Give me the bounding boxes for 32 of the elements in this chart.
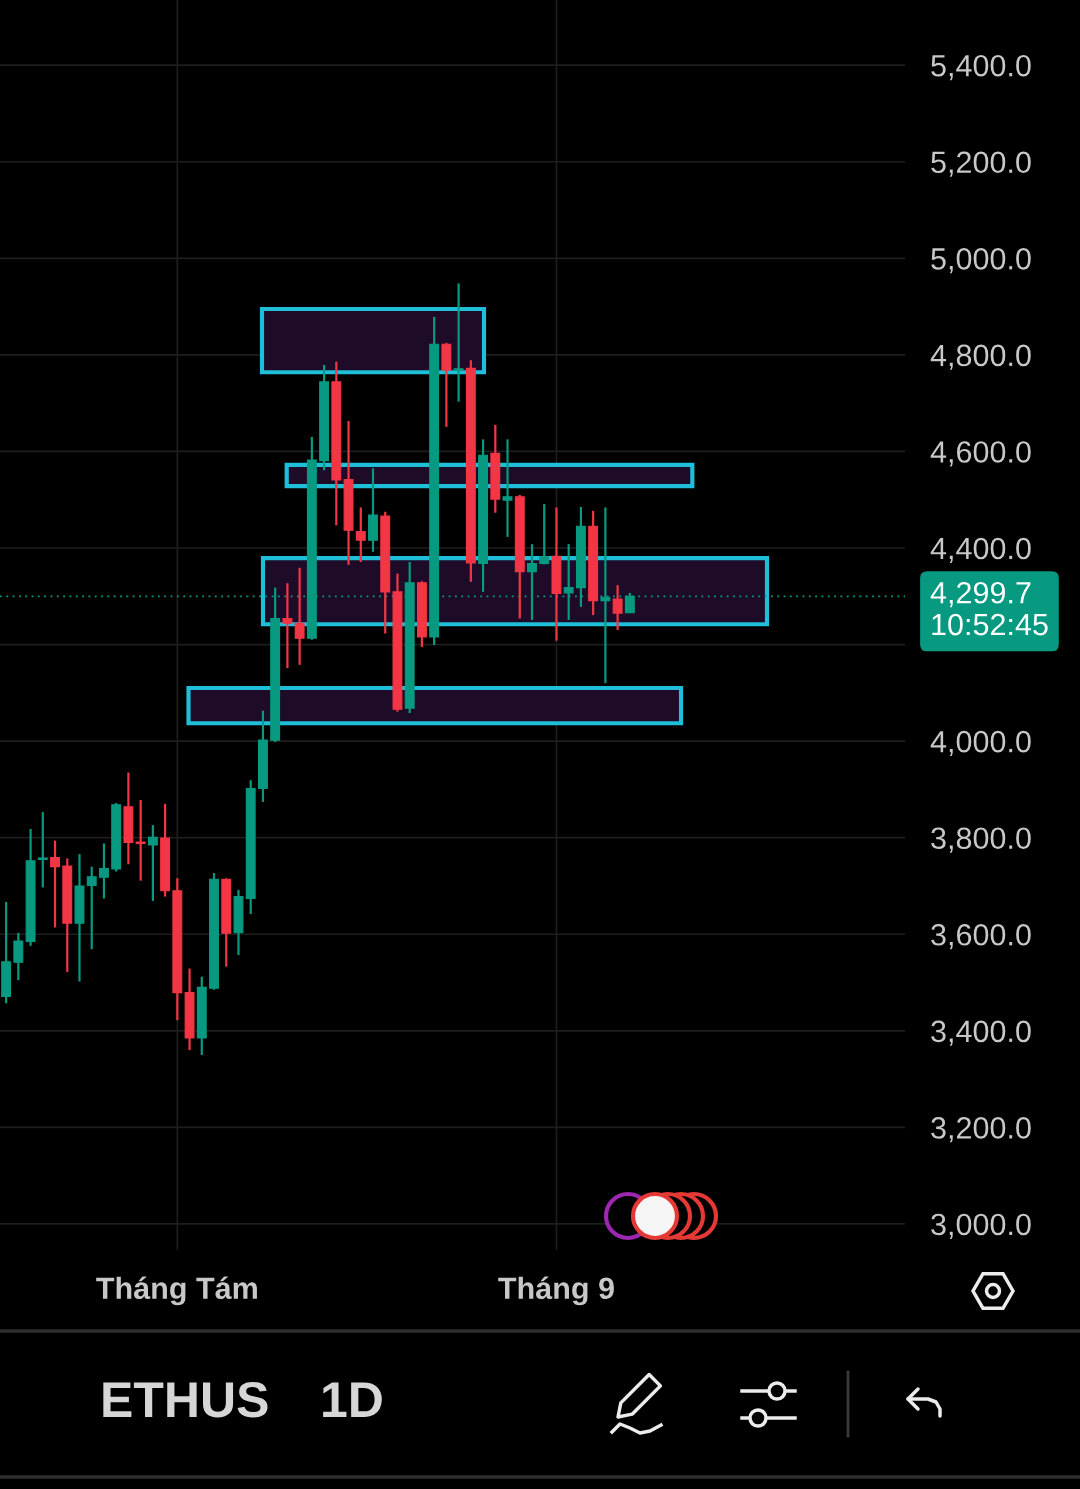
text: ETHUS	[103, 1382, 268, 1418]
candlestick	[355, 506, 366, 564]
y-tick-label: 3,400.0	[931, 1020, 1031, 1046]
y-tick-label: 4,600.0	[930, 441, 1031, 467]
y-tick-label: 3,600.0	[931, 923, 1031, 950]
candlestick	[612, 584, 623, 632]
candlestick	[50, 839, 60, 929]
y-tick-label: 5,400.0	[931, 54, 1031, 81]
y-tick-label: 3,000.0	[931, 1213, 1031, 1239]
y-tick-label: 5,000.0	[931, 248, 1031, 274]
candlestick	[86, 865, 97, 951]
y-tick-label: 4,400.0	[930, 537, 1031, 563]
y-tick-label: 4,000.0	[930, 730, 1031, 757]
candlestick	[147, 824, 158, 903]
candlestick	[502, 438, 513, 538]
candlestick	[294, 566, 305, 666]
y-tick-label: 4,800.0	[930, 344, 1031, 370]
y-tick-label: 5,200.0	[931, 151, 1031, 177]
candlestick	[539, 502, 550, 566]
x-tick-label: Tháng Tám	[96, 1276, 257, 1306]
text: 1D	[323, 1382, 382, 1417]
candlestick	[282, 582, 293, 670]
x-tick-label: Tháng 9	[498, 1276, 614, 1306]
candlestick	[98, 842, 109, 900]
candlestick	[37, 810, 48, 889]
candlestick	[13, 931, 24, 982]
y-tick-label: 3,200.0	[931, 1117, 1031, 1143]
ref-line-label: 4,299.7 10:52:45	[930, 581, 1048, 636]
candlestick	[527, 543, 537, 622]
candlestick	[453, 282, 464, 403]
y-tick-label: 3,800.0	[931, 827, 1031, 853]
candlestick	[135, 798, 146, 882]
